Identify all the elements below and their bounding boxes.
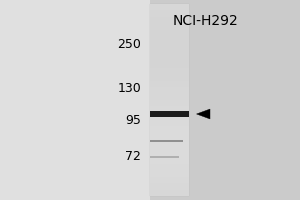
Bar bbox=[150, 100, 189, 106]
Bar bbox=[150, 10, 189, 17]
Bar bbox=[150, 30, 189, 36]
Text: 250: 250 bbox=[117, 38, 141, 51]
Polygon shape bbox=[196, 109, 210, 119]
Bar bbox=[150, 183, 189, 190]
Bar bbox=[150, 49, 189, 55]
Bar bbox=[150, 23, 189, 30]
Bar bbox=[150, 190, 189, 196]
Bar bbox=[150, 4, 189, 196]
Bar bbox=[150, 74, 189, 81]
Bar bbox=[150, 138, 189, 145]
Bar bbox=[150, 158, 189, 164]
Bar bbox=[150, 36, 189, 42]
Bar bbox=[150, 17, 189, 23]
Bar bbox=[150, 119, 189, 126]
Text: NCI-H292: NCI-H292 bbox=[172, 14, 239, 28]
Bar bbox=[150, 132, 189, 138]
Bar bbox=[150, 4, 189, 10]
Bar bbox=[150, 0, 300, 200]
Bar bbox=[150, 140, 183, 142]
Text: 130: 130 bbox=[117, 82, 141, 95]
Bar bbox=[150, 151, 189, 158]
Bar bbox=[150, 87, 189, 94]
Bar bbox=[150, 55, 189, 62]
Bar bbox=[150, 106, 189, 113]
Bar bbox=[150, 111, 189, 117]
Bar bbox=[150, 62, 189, 68]
Bar bbox=[0, 0, 150, 200]
Bar bbox=[150, 42, 189, 49]
Bar bbox=[150, 94, 189, 100]
Bar bbox=[150, 145, 189, 151]
Bar bbox=[150, 156, 179, 158]
Bar bbox=[150, 126, 189, 132]
Bar bbox=[150, 164, 189, 170]
Text: 95: 95 bbox=[125, 114, 141, 128]
Bar bbox=[150, 177, 189, 183]
Text: 72: 72 bbox=[125, 150, 141, 164]
Bar bbox=[150, 81, 189, 87]
Bar bbox=[150, 68, 189, 74]
Bar bbox=[150, 113, 189, 119]
Bar bbox=[150, 170, 189, 177]
